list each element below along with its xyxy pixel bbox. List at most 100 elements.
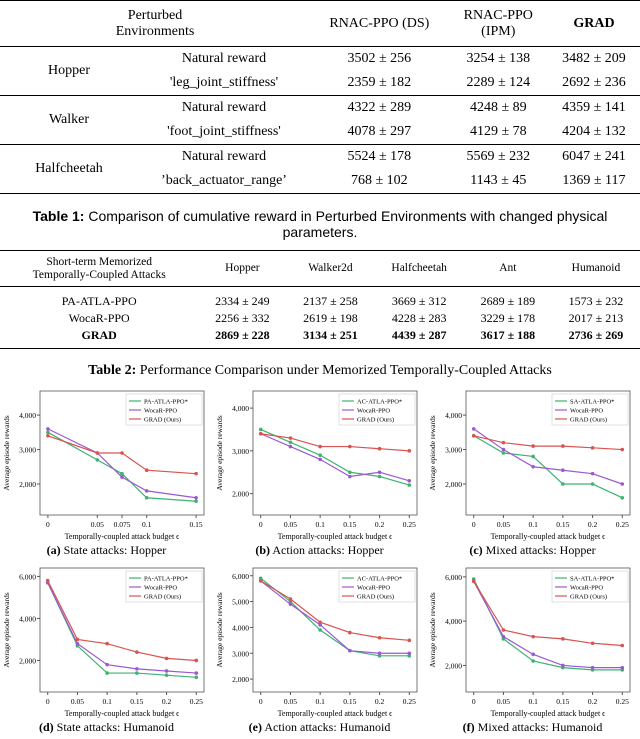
figure-cell: 2,000 4,000 6,000 0 0.05 0.1 0.15 0.2 0.25 Tempor…	[426, 562, 639, 739]
caption-text: State attacks: Humanoid	[56, 720, 174, 734]
caption-label: (f)	[462, 720, 475, 734]
plot-frame	[252, 567, 418, 693]
table-cell: 2689 ± 189	[480, 294, 536, 308]
table-cell: 2359 ± 182	[347, 75, 412, 90]
series-line	[260, 433, 410, 452]
data-point	[471, 579, 476, 584]
x-tick-label: 0.25	[190, 697, 203, 706]
data-point	[348, 630, 352, 635]
header-cell: Ant	[499, 262, 517, 274]
table-row: PA-ATLA-PPO 2334 ± 249 2137 ± 258 3669 ± 31…	[0, 287, 640, 311]
y-tick-label: 3,000	[19, 446, 36, 455]
table-cell: Natural reward	[181, 100, 267, 115]
table-row: GRAD 2869 ± 228 3134 ± 251 4439 ± 287 3617 ±…	[0, 327, 640, 349]
data-point	[194, 658, 199, 663]
figure-caption: (a) State attacks: Hopper	[0, 543, 213, 558]
plot-frame	[252, 390, 418, 516]
data-point	[471, 427, 476, 431]
data-point	[105, 662, 109, 667]
data-point	[590, 471, 595, 476]
x-tick-label: 0.1	[528, 697, 538, 706]
header-cell: Hopper	[225, 262, 260, 274]
header-cell: Walker2d	[308, 262, 353, 274]
table-cell: 5524 ± 178	[347, 149, 412, 164]
table-cell: WocaR-PPO	[68, 311, 130, 325]
legend-label: PA-ATLA-PPO*	[144, 399, 188, 406]
y-tick-label: 3,000	[232, 447, 249, 456]
x-tick-label: 0.05	[497, 697, 510, 706]
data-point	[258, 579, 263, 583]
table-cell: 6047 ± 241	[562, 149, 626, 164]
data-point	[348, 648, 352, 653]
figure-caption: (f) Mixed attacks: Humanoid	[426, 720, 639, 735]
caption-text: Performance Comparison under Memorized T…	[139, 363, 552, 378]
table-row: 'foot_joint_stiffness' 4078 ± 297 4129 ± 7…	[0, 120, 640, 145]
y-tick-label: 6,000	[445, 573, 462, 582]
data-point	[258, 576, 263, 581]
y-tick-label: 4,000	[232, 623, 249, 632]
table-header: Short-term Memorized Temporally-Coupled …	[0, 250, 640, 287]
x-tick-label: 0.15	[190, 520, 203, 529]
data-point	[288, 599, 293, 604]
x-tick-label: 0.15	[343, 697, 356, 706]
data-point	[135, 671, 139, 675]
data-point	[144, 495, 149, 500]
data-point	[561, 637, 565, 641]
row-group: Halfcheetah Natural reward 5524 ± 178 5569 …	[0, 145, 640, 194]
table-cell: 1369 ± 117	[562, 173, 626, 188]
data-point	[318, 457, 322, 462]
data-point	[194, 671, 199, 675]
x-tick-label: 0.1	[528, 520, 538, 529]
table-cell: 3502 ± 256	[347, 51, 412, 66]
data-point	[95, 451, 100, 455]
legend-label: WocaR-PPO	[144, 585, 177, 592]
caption-label: Table 2:	[88, 363, 137, 378]
table-row: Halfcheetah Natural reward 5524 ± 178 5569 …	[0, 145, 640, 176]
table-row: 'leg_joint_stiffness' 2359 ± 182 2289 ± 12…	[0, 71, 640, 96]
data-point	[561, 663, 565, 668]
table-cell: Natural reward	[181, 149, 267, 164]
x-tick-label: 0	[46, 697, 50, 706]
table-2-caption: Table 2: Performance Comparison under Me…	[0, 363, 640, 379]
series-line	[260, 428, 410, 486]
data-point	[75, 637, 80, 642]
series-line	[47, 428, 197, 499]
data-point	[377, 446, 382, 451]
header-cell: RNAC-PPO (IPM)	[463, 7, 533, 39]
table-header: Perturbed Environments RNAC-PPO (DS) RNAC-…	[0, 0, 640, 47]
y-axis-label: Average episode rewards	[428, 592, 437, 667]
table-cell: 3482 ± 209	[562, 51, 626, 66]
x-tick-label: 0.05	[284, 520, 297, 529]
caption-label: (e)	[248, 720, 262, 734]
series-line	[473, 428, 623, 485]
data-point	[531, 634, 535, 639]
table-cell: 3617 ± 188	[480, 328, 536, 342]
data-point	[194, 495, 198, 500]
x-tick-label: 0.15	[130, 697, 143, 706]
header-cell: RNAC-PPO (DS)	[329, 15, 430, 31]
data-point	[407, 651, 412, 656]
data-point	[561, 482, 565, 486]
table-cell: 2334 ± 249	[215, 294, 270, 308]
table-cell: 768 ± 102	[351, 173, 408, 188]
x-tick-label: 0.15	[556, 520, 569, 529]
data-point	[561, 468, 565, 473]
caption-label: (d)	[39, 720, 54, 734]
legend-label: WocaR-PPO	[144, 408, 177, 415]
legend-label: PA-ATLA-PPO*	[144, 576, 188, 583]
data-point	[318, 628, 322, 632]
data-point	[164, 656, 169, 661]
x-tick-label: 0.25	[403, 697, 416, 706]
row-group: Walker Natural reward 4322 ± 289 4248 ± 89 4…	[0, 96, 640, 145]
x-tick-label: 0	[46, 520, 50, 529]
x-tick-label: 0.15	[343, 520, 356, 529]
x-axis-label: Temporally-coupled attack budget ϵ	[278, 709, 394, 718]
data-point	[348, 470, 352, 475]
y-tick-label: 2,000	[232, 490, 249, 499]
x-tick-label: 0.2	[375, 697, 385, 706]
table-cell: 4322 ± 289	[347, 100, 412, 115]
data-point	[135, 667, 139, 671]
x-tick-label: 0	[259, 697, 263, 706]
table-cell: 5569 ± 232	[466, 149, 531, 164]
figure-caption: (e) Action attacks: Humanoid	[213, 720, 426, 735]
